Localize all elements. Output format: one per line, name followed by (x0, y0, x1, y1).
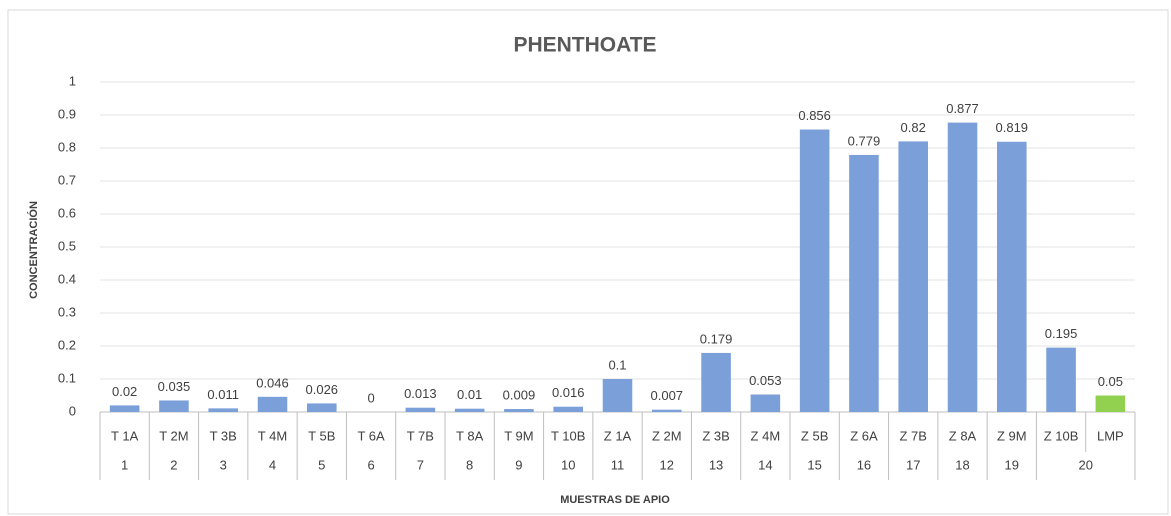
group-label: 20 (1078, 457, 1092, 472)
bar (652, 409, 682, 412)
value-label: 0.013 (404, 386, 437, 401)
x-tick-label: T 6A (357, 428, 385, 443)
bar (405, 407, 436, 412)
y-tick-label: 1 (69, 73, 76, 88)
value-label: 0.035 (158, 379, 191, 394)
x-tick-label: Z 5B (801, 428, 828, 443)
group-label: 18 (955, 457, 969, 472)
bar (799, 129, 830, 412)
x-tick-label: T 4M (258, 428, 287, 443)
x-tick-label: Z 2M (652, 428, 682, 443)
group-label: 6 (367, 457, 374, 472)
group-label: 7 (417, 457, 424, 472)
x-tick-label: T 7B (407, 428, 434, 443)
value-label: 0.179 (700, 331, 733, 346)
value-label: 0.026 (306, 382, 339, 397)
value-label: 0.856 (798, 108, 831, 123)
x-tick-label: LMP (1097, 428, 1124, 443)
y-tick-label: 0.8 (58, 139, 76, 154)
bar (849, 154, 879, 412)
bar (504, 409, 534, 412)
value-label: 0.009 (503, 387, 536, 402)
y-tick-label: 0.2 (58, 337, 76, 352)
x-tick-label: Z 1A (604, 428, 632, 443)
group-label: 16 (857, 457, 871, 472)
bar (701, 352, 731, 412)
group-label: 13 (709, 457, 723, 472)
value-label: 0.01 (457, 387, 482, 402)
value-label: 0.016 (552, 385, 585, 400)
bar (602, 379, 633, 412)
x-tick-label: Z 10B (1044, 428, 1079, 443)
y-tick-label: 0.6 (58, 205, 76, 220)
x-tick-label: T 2M (159, 428, 188, 443)
bar (454, 408, 485, 412)
value-label: 0.007 (651, 388, 684, 403)
bar (159, 400, 189, 412)
value-label: 0.046 (256, 375, 289, 390)
group-label: 19 (1005, 457, 1019, 472)
x-tick-label: Z 8A (949, 428, 977, 443)
x-axis-title: MUESTRAS DE APIO (560, 494, 670, 506)
value-label: 0.053 (749, 373, 782, 388)
group-label: 5 (318, 457, 325, 472)
y-tick-label: 0 (69, 403, 76, 418)
value-label: 0.877 (946, 101, 979, 116)
x-tick-label: T 8A (456, 428, 484, 443)
chart-border (7, 9, 1169, 515)
x-tick-label: T 9M (504, 428, 533, 443)
value-label: 0 (367, 390, 374, 405)
value-label: 0.819 (996, 120, 1029, 135)
chart-title: PHENTHOATE (513, 34, 656, 57)
y-tick-label: 0.3 (58, 304, 76, 319)
group-label: 8 (466, 457, 473, 472)
value-label: 0.011 (207, 387, 239, 402)
group-label: 1 (121, 457, 128, 472)
value-label: 0.02 (112, 384, 137, 399)
x-tick-label: Z 9M (997, 428, 1027, 443)
x-tick-label: T 5B (308, 428, 335, 443)
group-label: 4 (269, 457, 276, 472)
group-label: 10 (561, 457, 575, 472)
value-label: 0.1 (608, 357, 626, 372)
group-label: 11 (611, 457, 625, 472)
group-label: 15 (807, 457, 821, 472)
group-label: 14 (758, 457, 772, 472)
x-tick-label: Z 7B (899, 428, 926, 443)
group-label: 3 (220, 457, 227, 472)
bar (750, 394, 781, 412)
value-label: 0.779 (848, 133, 881, 148)
x-tick-label: Z 3B (702, 428, 729, 443)
x-tick-label: T 3B (210, 428, 237, 443)
y-tick-label: 0.4 (58, 271, 76, 286)
bar (257, 396, 288, 412)
group-label: 2 (170, 457, 177, 472)
value-label: 0.82 (901, 120, 926, 135)
bar (997, 141, 1027, 413)
bar (898, 141, 928, 412)
y-tick-label: 0.9 (58, 106, 76, 121)
bar (1095, 395, 1126, 412)
x-tick-label: T 1A (111, 428, 139, 443)
group-label: 17 (906, 457, 920, 472)
group-label: 9 (515, 457, 522, 472)
y-axis-title: CONCENTRACIÓN (27, 201, 40, 299)
y-tick-label: 0.7 (58, 172, 76, 187)
group-label: 12 (660, 457, 674, 472)
bar (208, 408, 238, 412)
x-tick-label: Z 4M (751, 428, 781, 443)
value-label: 0.05 (1098, 374, 1123, 389)
bar (1046, 347, 1076, 412)
bar (947, 122, 978, 412)
x-tick-label: T 10B (551, 428, 585, 443)
y-tick-label: 0.5 (58, 238, 76, 253)
bar (307, 403, 337, 412)
value-label: 0.195 (1045, 326, 1078, 341)
y-tick-label: 0.1 (58, 370, 76, 385)
bar (109, 405, 140, 412)
x-tick-label: Z 6A (850, 428, 878, 443)
bar (553, 406, 583, 412)
